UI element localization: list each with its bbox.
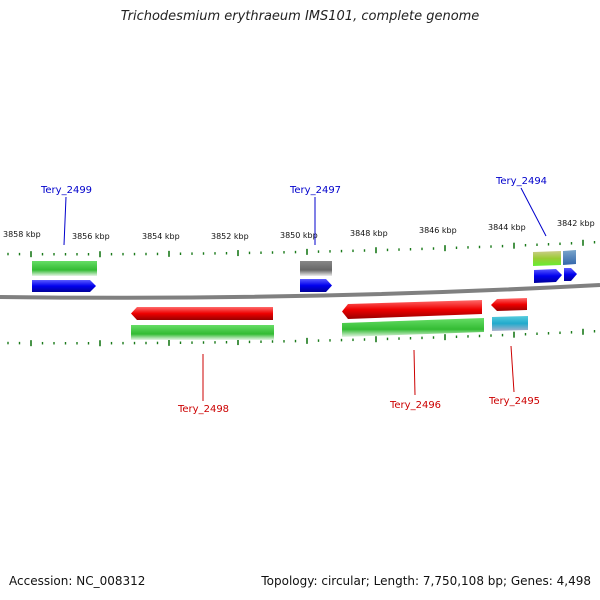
gene-Tery_2499[interactable]: Tery_2499 xyxy=(32,185,97,292)
gene-label[interactable]: Tery_2498 xyxy=(177,404,229,415)
accession-text: Accession: NC_008312 xyxy=(9,574,146,588)
label-leader xyxy=(510,345,515,393)
gene-Tery_2494[interactable]: Tery_2494 xyxy=(495,176,577,283)
label-leader xyxy=(520,187,547,237)
gene-arrow-reverse[interactable] xyxy=(131,307,273,320)
gene-arrow-forward[interactable] xyxy=(300,279,332,292)
gene-Tery_2498[interactable]: Tery_2498 xyxy=(131,307,274,415)
cog-bar xyxy=(533,251,561,266)
cog-bar xyxy=(492,316,528,331)
gene-label[interactable]: Tery_2499 xyxy=(40,185,92,196)
gene-Tery_2496[interactable]: Tery_2496 xyxy=(342,300,484,411)
genome-info-text: Topology: circular; Length: 7,750,108 bp… xyxy=(261,574,591,588)
scale-ticks-top xyxy=(7,239,596,258)
scale-label: 3846 kbp xyxy=(419,226,457,235)
scale-label: 3858 kbp xyxy=(3,230,41,239)
scale-label: 3856 kbp xyxy=(72,232,110,241)
label-leader xyxy=(63,196,67,246)
gene-arrow-reverse[interactable] xyxy=(342,300,482,319)
scale-label: 3842 kbp xyxy=(557,219,595,228)
scale-label: 3850 kbp xyxy=(280,231,318,240)
gene-label[interactable]: Tery_2494 xyxy=(495,176,547,187)
gene-arrow-forward[interactable] xyxy=(32,280,96,292)
cog-bar xyxy=(300,261,332,276)
gene-label[interactable]: Tery_2496 xyxy=(389,400,441,411)
cog-bar xyxy=(342,318,484,337)
scale-label: 3844 kbp xyxy=(488,223,526,232)
gene-arrow-reverse[interactable] xyxy=(491,298,527,311)
gene-arrow-forward[interactable] xyxy=(534,269,562,283)
scale-label: 3852 kbp xyxy=(211,232,249,241)
genome-backbone xyxy=(0,283,600,300)
gene-arrow-forward[interactable] xyxy=(564,268,577,281)
cog-bar xyxy=(563,250,576,265)
gene-Tery_2495[interactable]: Tery_2495 xyxy=(488,298,540,407)
scale-label: 3854 kbp xyxy=(142,232,180,241)
gene-label[interactable]: Tery_2495 xyxy=(488,396,540,407)
cog-bar xyxy=(32,261,97,276)
gene-label[interactable]: Tery_2497 xyxy=(289,185,341,196)
scale-label: 3848 kbp xyxy=(350,229,388,238)
gene-Tery_2497[interactable]: Tery_2497 xyxy=(289,185,341,292)
scale-ticks-bottom xyxy=(7,328,596,347)
cog-bar xyxy=(131,325,274,340)
label-leader xyxy=(413,349,416,396)
genome-title: Trichodesmium erythraeum IMS101, complet… xyxy=(120,9,480,24)
